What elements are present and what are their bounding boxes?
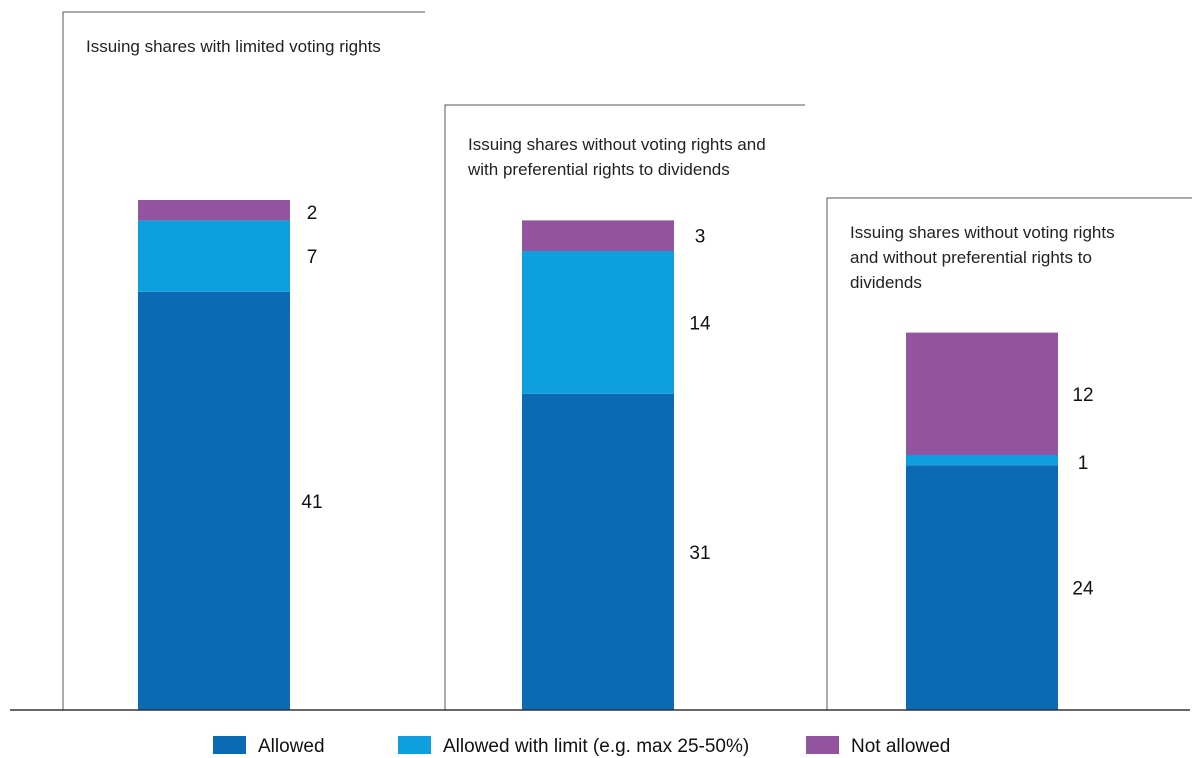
data-label-allowed: 24: [1072, 579, 1094, 600]
data-label-allowed: 41: [301, 492, 322, 513]
data-label-not-allowed: 3: [695, 227, 706, 248]
panel-title-line: Issuing shares without voting rights: [850, 223, 1115, 242]
legend-swatch-allowed-with-limit: [398, 736, 431, 754]
panel-title-line: dividends: [850, 273, 922, 292]
data-label-allowed-with-limit: 14: [689, 313, 711, 334]
panel-title-line: with preferential rights to dividends: [467, 160, 730, 179]
bar-segment-not-allowed: [522, 220, 674, 251]
panel-title-line: and without preferential rights to: [850, 248, 1092, 267]
bar-segment-allowed: [138, 291, 290, 710]
panel-title-line: Issuing shares with limited voting right…: [86, 37, 381, 56]
panel-frame: [826, 197, 1192, 710]
bar-segment-allowed-with-limit: [522, 251, 674, 394]
panel-title-line: Issuing shares without voting rights and: [468, 135, 766, 154]
legend-label-not-allowed: Not allowed: [851, 736, 950, 757]
panels-group: Issuing shares with limited voting right…: [62, 11, 1192, 710]
legend-label-allowed: Allowed: [258, 736, 325, 757]
panel-3: Issuing shares without voting rights and …: [826, 197, 1192, 710]
data-label-not-allowed: 2: [307, 203, 318, 224]
bar-segment-allowed: [522, 393, 674, 710]
data-label-allowed: 31: [689, 543, 710, 564]
data-label-allowed-with-limit: 1: [1078, 453, 1089, 474]
panel-frame: [62, 11, 425, 710]
panel-1: Issuing shares with limited voting right…: [62, 11, 425, 710]
panel-2: Issuing shares without voting rights and…: [444, 104, 805, 710]
legend: Allowed Allowed with limit (e.g. max 25-5…: [213, 736, 950, 757]
data-label-not-allowed: 12: [1072, 385, 1093, 406]
legend-swatch-allowed: [213, 736, 246, 754]
bar-segment-allowed-with-limit: [906, 455, 1058, 466]
bar-segment-not-allowed: [138, 200, 290, 221]
bar-segment-allowed: [906, 465, 1058, 710]
bar-segment-allowed-with-limit: [138, 220, 290, 292]
bar-segment-not-allowed: [906, 332, 1058, 455]
legend-swatch-not-allowed: [806, 736, 839, 754]
panel-frame: [444, 104, 805, 710]
legend-label-allowed-with-limit: Allowed with limit (e.g. max 25-50%): [443, 736, 749, 757]
data-label-allowed-with-limit: 7: [307, 247, 318, 268]
